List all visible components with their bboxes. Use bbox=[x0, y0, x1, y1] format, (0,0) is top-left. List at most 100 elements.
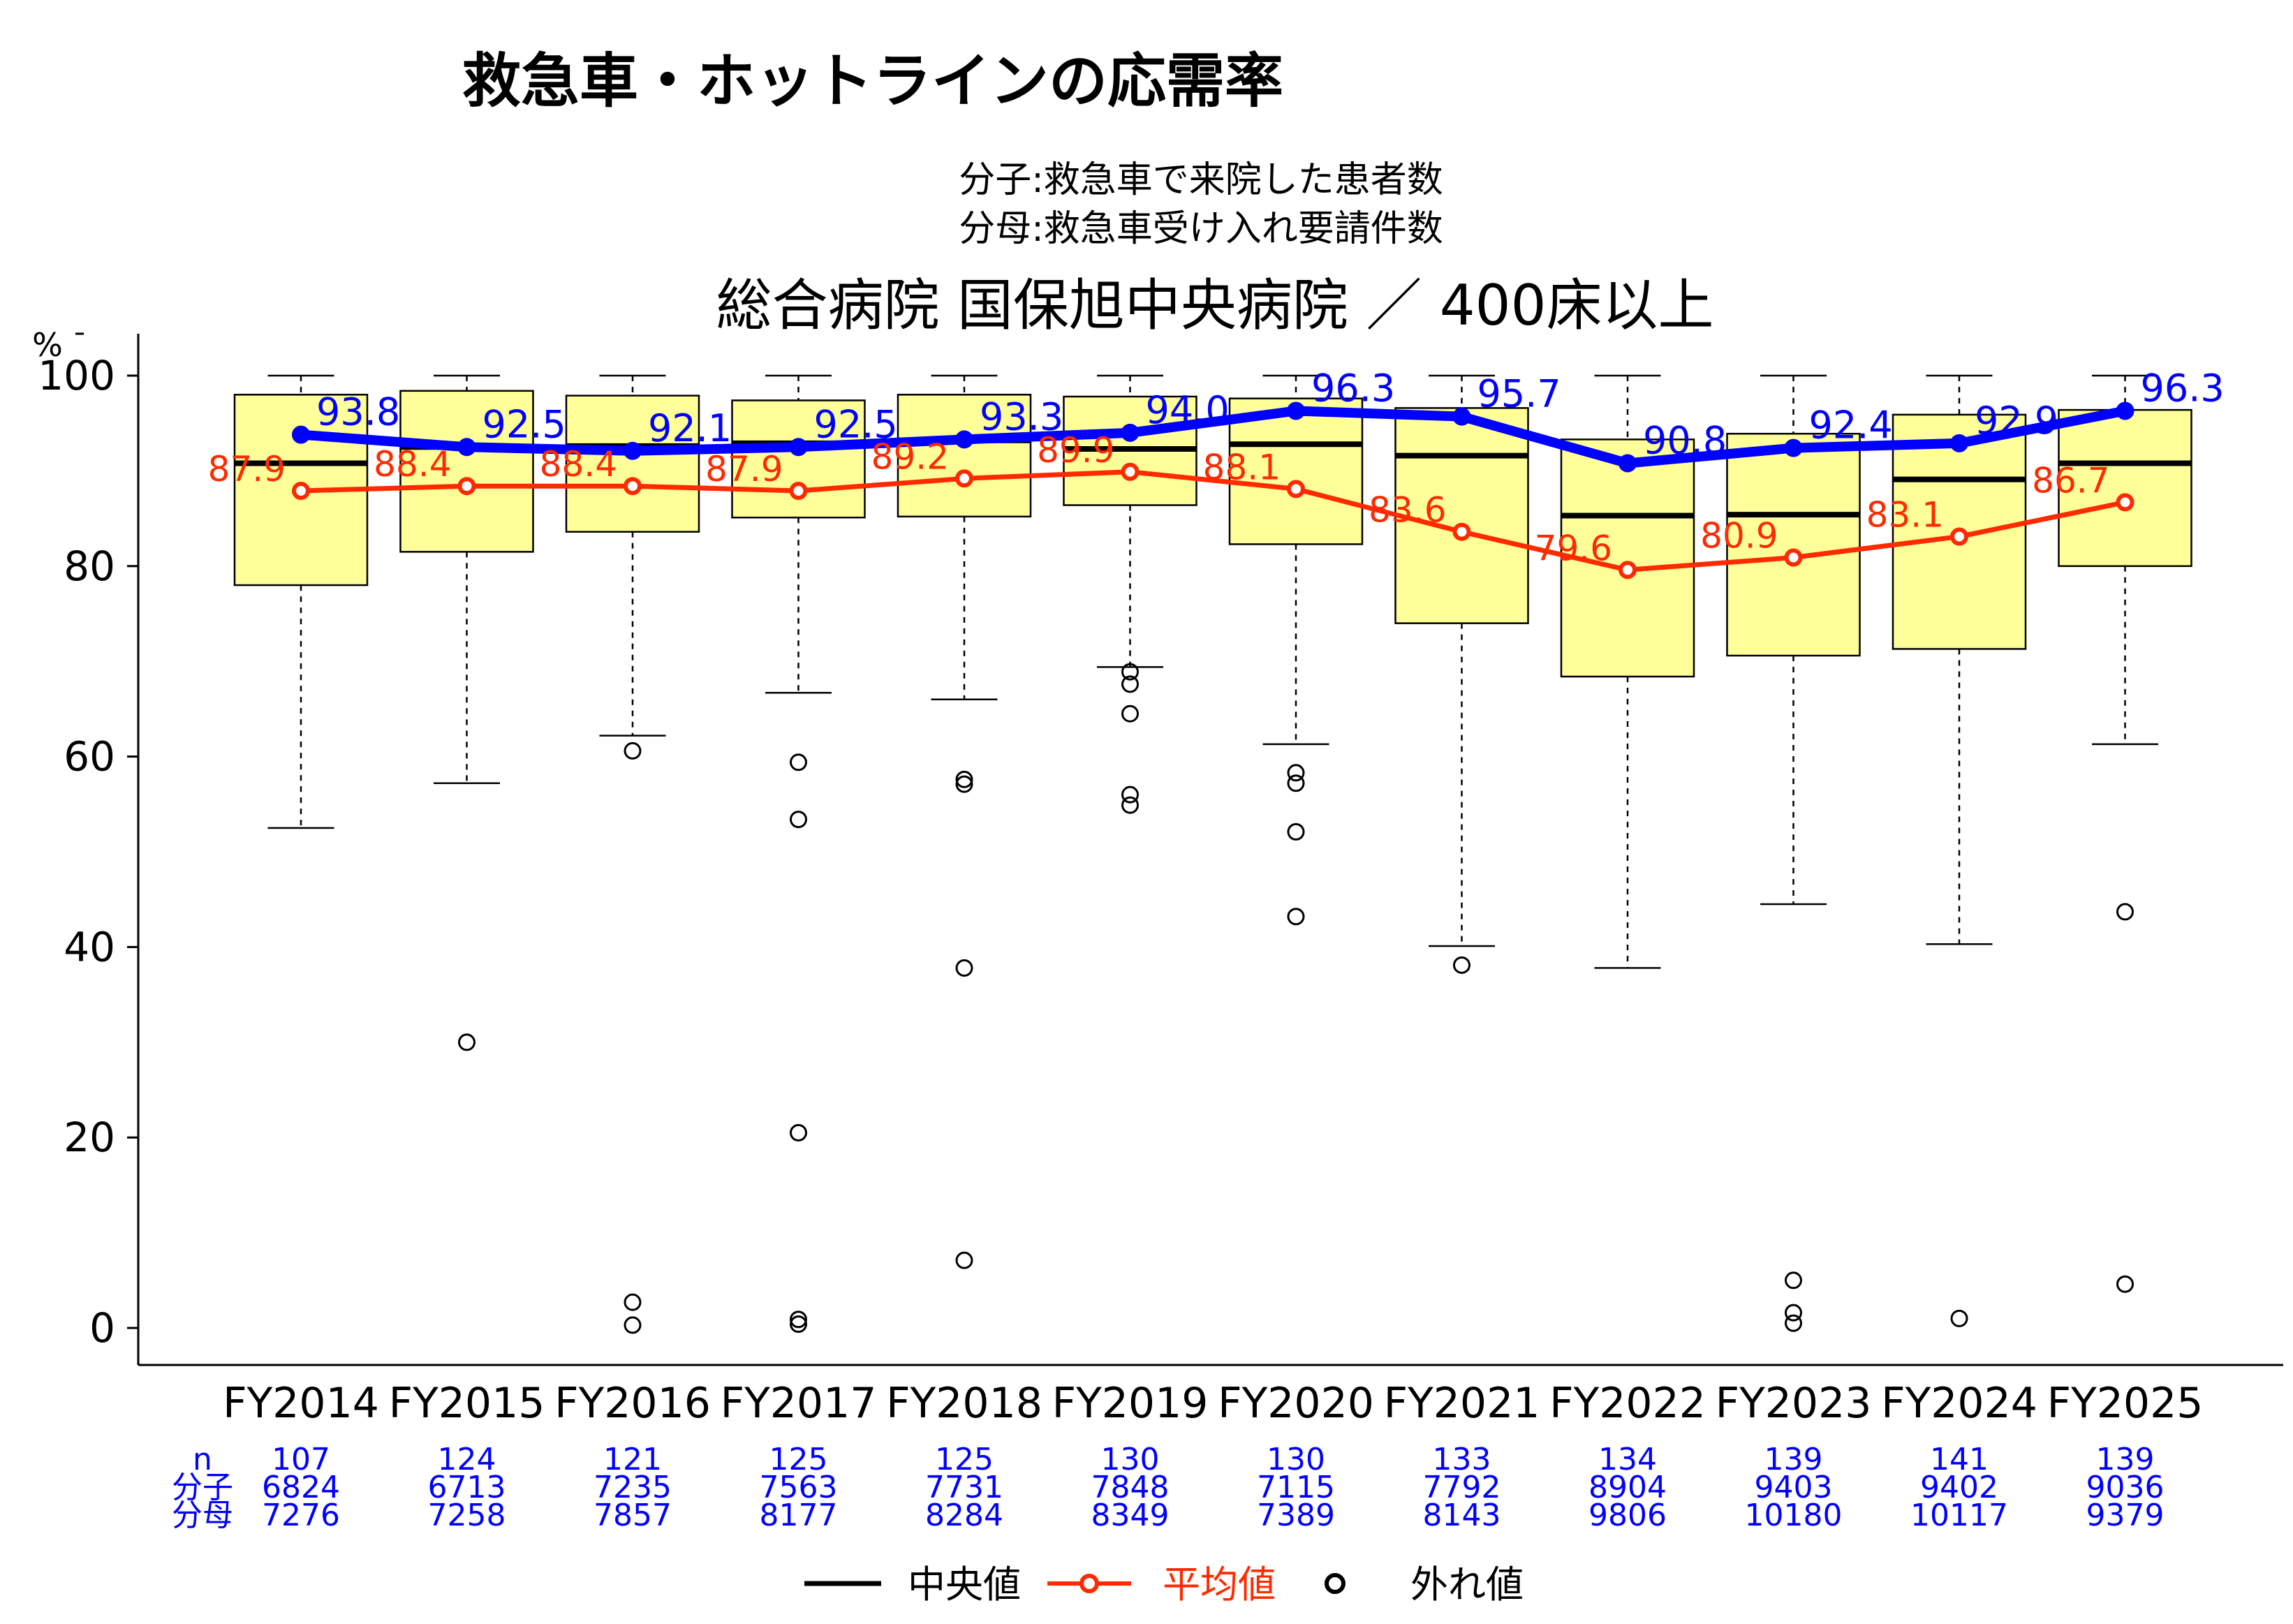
table-cell: 7389 bbox=[1257, 1498, 1335, 1533]
x-tick-label: FY2018 bbox=[886, 1379, 1042, 1428]
box-FY2020 bbox=[1228, 374, 1364, 926]
chart-subtitle-numerator: 分子:救急車で来院した患者数 bbox=[959, 159, 1443, 201]
outlier-point bbox=[458, 1033, 475, 1051]
blue-data-label: 92.1 bbox=[648, 406, 732, 450]
box-FY2025 bbox=[2058, 374, 2192, 1293]
mean-data-label: 83.1 bbox=[1866, 495, 1944, 536]
series-point bbox=[1121, 423, 1140, 442]
box-iqr bbox=[1394, 407, 1529, 624]
mean-data-label: 89.2 bbox=[871, 436, 949, 477]
box-iqr bbox=[1726, 432, 1861, 657]
mean-data-label: 87.9 bbox=[705, 449, 783, 489]
y-tick-label: 80 bbox=[64, 542, 115, 590]
outlier-point bbox=[1785, 1314, 1802, 1332]
table-cell: 141 bbox=[1930, 1442, 1989, 1477]
outlier-point bbox=[1453, 956, 1470, 974]
table-cell: 139 bbox=[2096, 1442, 2155, 1477]
x-tick-label: FY2020 bbox=[1218, 1379, 1374, 1428]
blue-data-label: 93.3 bbox=[980, 394, 1063, 438]
blue-data-label: 96.3 bbox=[1311, 366, 1395, 410]
outlier-point bbox=[790, 1311, 807, 1329]
x-tick-label: FY2022 bbox=[1549, 1379, 1706, 1428]
chart-subtitle-denominator: 分母:救急車受け入れ要請件数 bbox=[959, 208, 1443, 250]
blue-data-label: 92.4 bbox=[1809, 404, 1893, 448]
box-iqr bbox=[565, 394, 700, 533]
blue-data-label: 95.7 bbox=[1477, 372, 1561, 416]
mean-data-label: 80.9 bbox=[1700, 516, 1778, 556]
series-point bbox=[789, 482, 808, 501]
outlier-point bbox=[1287, 822, 1305, 841]
mean-data-label: 87.9 bbox=[208, 449, 286, 489]
table-cell: 125 bbox=[769, 1442, 828, 1477]
box-FY2023 bbox=[1726, 374, 1861, 1332]
outlier-point bbox=[1287, 908, 1305, 926]
x-tick-label: FY2019 bbox=[1052, 1379, 1209, 1428]
legend-outlier-swatch bbox=[1325, 1573, 1345, 1594]
table-cell: 8349 bbox=[1091, 1498, 1170, 1533]
box-FY2018 bbox=[897, 374, 1032, 1269]
table-row-label: 分子 bbox=[172, 1470, 233, 1505]
table-cell: 7235 bbox=[593, 1470, 672, 1505]
table-cell: 121 bbox=[603, 1442, 662, 1477]
x-tick-label: FY2017 bbox=[721, 1379, 877, 1428]
series-point bbox=[624, 441, 642, 460]
box-FY2017 bbox=[731, 374, 866, 1334]
outlier-point bbox=[1287, 764, 1305, 782]
mean-data-label: 88.1 bbox=[1203, 447, 1281, 487]
series-point bbox=[2116, 493, 2135, 512]
blue-data-label: 90.8 bbox=[1643, 418, 1727, 462]
y-tick-label: 20 bbox=[64, 1114, 115, 1161]
table-cell: 125 bbox=[935, 1442, 994, 1477]
table-cell: 9379 bbox=[2086, 1498, 2165, 1533]
series-point bbox=[1452, 407, 1471, 426]
blue-data-label: 92.9 bbox=[1975, 399, 2058, 443]
box-iqr bbox=[1228, 397, 1364, 545]
outlier-point bbox=[624, 1316, 642, 1334]
outlier-point bbox=[790, 811, 807, 829]
series-line-mean bbox=[300, 469, 2126, 573]
series-point bbox=[955, 469, 973, 488]
x-tick-label: FY2015 bbox=[389, 1379, 545, 1428]
table-cell: 9403 bbox=[1755, 1470, 1833, 1505]
outlier-point bbox=[955, 775, 973, 793]
outlier-point bbox=[624, 1293, 642, 1311]
mean-data-label: 89.9 bbox=[1037, 430, 1114, 471]
table-cell: 9402 bbox=[1920, 1470, 1998, 1505]
blue-data-label: 94.0 bbox=[1146, 388, 1230, 432]
y-axis-unit: % bbox=[32, 326, 63, 364]
series-point bbox=[1452, 522, 1471, 541]
chart-title: 救急車・ホットラインの応需率 bbox=[462, 47, 1283, 115]
outlier-point bbox=[790, 1315, 807, 1334]
outlier-point bbox=[1287, 774, 1305, 792]
x-tick-label: FY2025 bbox=[2047, 1379, 2204, 1428]
x-tick-label: FY2016 bbox=[554, 1379, 711, 1428]
table-cell: 134 bbox=[1598, 1442, 1657, 1477]
outlier-point bbox=[1121, 675, 1139, 693]
box-FY2021 bbox=[1394, 374, 1529, 974]
table-cell: 7848 bbox=[1091, 1470, 1170, 1505]
outlier-point bbox=[2116, 1275, 2134, 1293]
table-cell: 8177 bbox=[760, 1498, 838, 1533]
legend-median-label: 中央値 bbox=[908, 1563, 1021, 1607]
y-tick-label: 100 bbox=[38, 352, 115, 399]
outlier-point bbox=[1121, 785, 1139, 804]
mean-data-label: 88.4 bbox=[540, 444, 617, 485]
table-cell: 7563 bbox=[760, 1470, 838, 1505]
table-cell: 107 bbox=[272, 1442, 330, 1477]
box-FY2016 bbox=[565, 374, 700, 1334]
table-cell: 124 bbox=[438, 1442, 496, 1477]
blue-data-label: 96.3 bbox=[2141, 366, 2225, 410]
table-cell: 7258 bbox=[428, 1498, 506, 1533]
series-point bbox=[1121, 462, 1140, 481]
series-point bbox=[955, 430, 973, 449]
table-cell: 9036 bbox=[2086, 1470, 2165, 1505]
mean-data-label: 88.4 bbox=[374, 444, 451, 485]
table-cell: 139 bbox=[1764, 1442, 1823, 1477]
mean-data-label: 79.6 bbox=[1535, 528, 1612, 568]
x-tick-label: FY2014 bbox=[223, 1379, 379, 1428]
outlier-point bbox=[790, 753, 807, 772]
series-point bbox=[2116, 401, 2135, 420]
y-tick-label: 60 bbox=[64, 733, 115, 781]
